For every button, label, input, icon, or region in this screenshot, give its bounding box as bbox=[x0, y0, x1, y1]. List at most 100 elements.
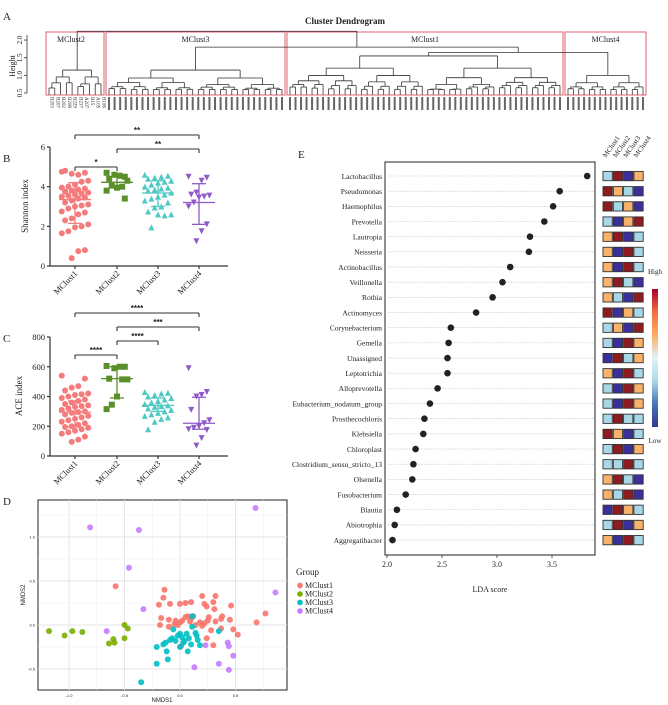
data-point bbox=[112, 583, 119, 590]
leaf-label-mark bbox=[382, 97, 385, 110]
data-point bbox=[75, 383, 82, 390]
data-point bbox=[61, 632, 68, 639]
data-point bbox=[165, 623, 172, 630]
lda-point bbox=[447, 324, 455, 332]
leaf-label-mark bbox=[135, 97, 138, 110]
lda-point bbox=[506, 263, 514, 271]
data-point bbox=[85, 189, 92, 196]
leaf-label: B203 bbox=[49, 97, 54, 108]
heatmap-cell bbox=[623, 535, 634, 546]
leaf-label-mark bbox=[388, 97, 391, 110]
data-point bbox=[188, 641, 195, 648]
heatmap-cell bbox=[633, 504, 644, 515]
heatmap-cell bbox=[602, 459, 613, 470]
data-point bbox=[124, 625, 131, 632]
leaf-label-mark bbox=[599, 97, 602, 110]
data-point bbox=[170, 626, 177, 633]
lda-point bbox=[556, 187, 563, 195]
data-point bbox=[81, 169, 88, 176]
data-point bbox=[164, 389, 171, 396]
leaf-label-mark bbox=[531, 97, 534, 110]
heatmap-cell bbox=[612, 307, 624, 318]
data-point bbox=[68, 384, 75, 391]
leaf-label-mark bbox=[197, 97, 200, 110]
panel-letter-d: D bbox=[3, 496, 11, 508]
x-tick-label: -0.5 bbox=[121, 693, 129, 698]
heatmap-cell bbox=[612, 444, 624, 455]
data-point bbox=[148, 195, 155, 202]
data-point bbox=[151, 186, 158, 193]
data-point bbox=[119, 183, 126, 190]
data-point bbox=[164, 199, 171, 206]
data-point bbox=[72, 224, 78, 231]
leaf-label-mark bbox=[421, 97, 424, 110]
leaf-label-mark bbox=[437, 97, 440, 110]
taxon-label: Unassigned bbox=[347, 354, 382, 363]
data-point bbox=[206, 192, 213, 199]
leaf-label: B237 bbox=[77, 97, 82, 108]
leaf-label-mark bbox=[393, 97, 396, 110]
data-point bbox=[198, 392, 205, 399]
leaf-label-mark bbox=[208, 97, 211, 110]
leaf-label-mark bbox=[465, 97, 468, 110]
leaf-label: A207 bbox=[83, 97, 88, 109]
data-point bbox=[65, 228, 72, 235]
heatmap-cell bbox=[633, 535, 644, 546]
taxon-label: Lactobacillus bbox=[342, 172, 382, 181]
heatmap-cell bbox=[612, 489, 624, 500]
data-point bbox=[62, 217, 69, 224]
data-point bbox=[75, 248, 82, 255]
leaf-label-mark bbox=[481, 97, 484, 110]
leaf-label-mark bbox=[124, 97, 127, 110]
y-tick-label: 2 bbox=[41, 221, 45, 231]
lda-point bbox=[583, 172, 591, 180]
taxon-label: Eubacterium_nodatum_group bbox=[292, 399, 382, 408]
data-point bbox=[103, 406, 110, 413]
heatmap-cell bbox=[612, 201, 624, 212]
heatmap-cell bbox=[612, 292, 624, 303]
lda-point bbox=[445, 339, 452, 347]
data-point bbox=[225, 666, 232, 673]
data-point bbox=[138, 679, 145, 686]
leaf-label-mark bbox=[113, 97, 116, 110]
heatmap-cell bbox=[612, 322, 624, 333]
cluster-label: MClust1 bbox=[411, 35, 439, 44]
lda-point bbox=[444, 369, 451, 377]
leaf-label-mark bbox=[536, 97, 539, 110]
data-point bbox=[85, 221, 92, 228]
taxon-label: Clostridium_sensu_stricto_13 bbox=[292, 460, 382, 469]
heatmap-cell bbox=[623, 398, 634, 409]
y-tick-label: 400 bbox=[32, 392, 45, 402]
leaf-label-mark bbox=[305, 97, 308, 110]
data-point bbox=[161, 191, 168, 198]
leaf-label-mark bbox=[355, 97, 358, 110]
data-point bbox=[203, 174, 210, 181]
shannon-panel: Shannon index 0 2 4 6 MClust1 MClust2 MClust3 M… bbox=[20, 126, 228, 296]
heatmap-cell bbox=[602, 307, 613, 318]
data-point bbox=[78, 426, 85, 433]
data-point bbox=[58, 430, 65, 437]
heatmap-cell bbox=[612, 368, 624, 379]
lda-point bbox=[391, 521, 399, 529]
leaf-label-mark bbox=[559, 97, 561, 110]
leaf-label: B202 bbox=[60, 97, 65, 108]
leaf-label-mark bbox=[399, 97, 402, 110]
lda-point bbox=[402, 491, 410, 498]
lda-point bbox=[489, 294, 496, 301]
leaf-label-mark bbox=[426, 97, 429, 110]
y-tick-label: 1.0 bbox=[29, 535, 35, 540]
leaf-label-mark bbox=[300, 97, 303, 110]
data-point bbox=[111, 171, 118, 178]
significance-label: **** bbox=[131, 304, 144, 313]
data-point bbox=[168, 406, 175, 413]
data-point bbox=[58, 230, 65, 237]
data-point bbox=[206, 417, 213, 424]
leaf-label-mark bbox=[503, 97, 506, 110]
data-point bbox=[234, 631, 241, 638]
x-tick-label: MClust2 bbox=[93, 268, 121, 296]
leaf-label-mark bbox=[410, 97, 413, 110]
leaf-label-mark bbox=[514, 97, 517, 110]
data-point bbox=[81, 420, 88, 427]
y-tick-label: 0 bbox=[41, 451, 45, 461]
leaf-label-mark bbox=[180, 97, 183, 110]
